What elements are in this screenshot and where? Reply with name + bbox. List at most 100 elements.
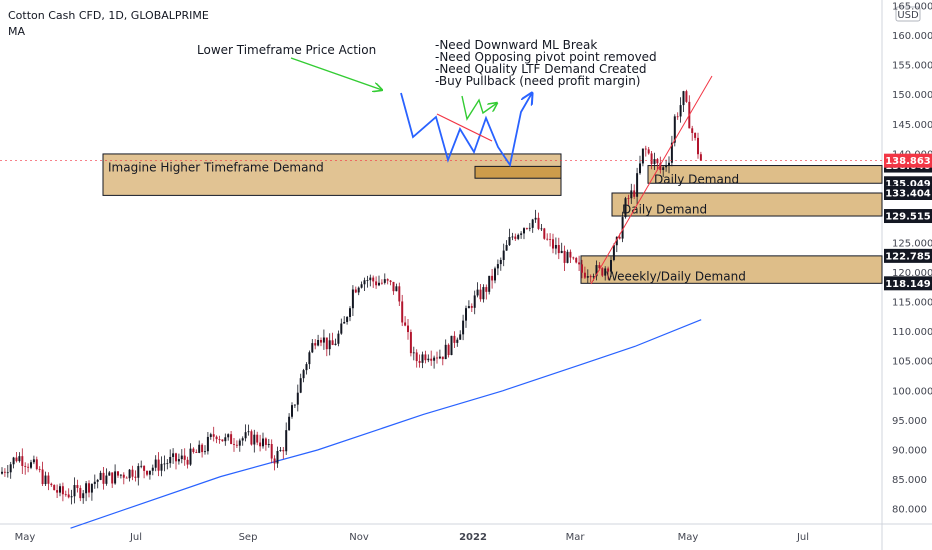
candle-body: [209, 434, 212, 437]
candle-body: [224, 437, 227, 442]
candle-body: [433, 357, 436, 361]
x-tick-label: May: [678, 532, 699, 543]
candle-body: [363, 280, 366, 285]
candle-body: [195, 452, 198, 453]
candle-body: [694, 132, 697, 138]
candle-body: [122, 474, 125, 478]
candle-body: [175, 453, 177, 462]
candle-body: [447, 344, 450, 356]
candle-body: [259, 442, 262, 447]
demand-zone[interactable]: [647, 165, 883, 184]
candle-body: [499, 259, 502, 265]
candle-body: [73, 485, 76, 497]
candle-body: [610, 260, 612, 272]
price-level-tag-bg: [884, 209, 932, 224]
candle-body: [337, 333, 340, 344]
candle-body: [470, 306, 473, 308]
candle-body: [325, 337, 328, 350]
candle-body: [618, 236, 621, 239]
candle-body: [415, 352, 418, 362]
candle-body: [459, 334, 462, 340]
candle-body: [6, 472, 9, 474]
candlestick-series: [1, 89, 702, 505]
demand-zone[interactable]: [611, 192, 883, 217]
candle-body: [172, 453, 175, 457]
candle-body: [441, 356, 444, 360]
candle-body: [177, 459, 180, 462]
candle-body: [572, 257, 575, 259]
candle-body: [636, 173, 639, 197]
candle-body: [160, 463, 163, 471]
candle-body: [96, 479, 99, 482]
candle-body: [482, 287, 485, 300]
candle-body: [473, 295, 476, 308]
candle-body: [27, 466, 30, 468]
candle-body: [398, 286, 401, 302]
candle-body: [676, 116, 679, 118]
candle-body: [9, 464, 12, 473]
candle-body: [99, 472, 102, 480]
candle-body: [67, 494, 70, 498]
candle-body: [253, 434, 256, 445]
current-price-tag-bg: [884, 153, 932, 168]
candle-body: [169, 456, 172, 464]
candle-body: [586, 276, 589, 278]
y-tick-label: 115.000: [892, 297, 932, 308]
y-tick-label: 155.000: [892, 61, 932, 72]
candle-body: [151, 467, 154, 471]
candle-body: [598, 265, 601, 269]
candle-body: [30, 462, 32, 468]
currency-badge-box[interactable]: [895, 6, 921, 22]
candle-body: [357, 287, 360, 293]
candle-body: [21, 456, 24, 466]
candle-body: [612, 245, 615, 261]
candle-body: [262, 438, 264, 447]
candle-body: [38, 469, 41, 470]
candle-body: [699, 154, 702, 161]
candle-body: [401, 301, 404, 323]
candle-body: [462, 320, 465, 335]
candle-body: [639, 163, 641, 174]
candle-body: [61, 486, 64, 495]
ltf-price-path: [400, 93, 532, 168]
candle-body: [494, 268, 496, 281]
price-level-tag-bg: [884, 248, 932, 263]
candle-body: [85, 483, 88, 494]
candle-body: [554, 245, 557, 249]
candle-body: [143, 465, 146, 471]
candle-body: [531, 219, 534, 228]
candle-body: [233, 443, 235, 445]
candle-body: [314, 343, 317, 346]
candle-body: [685, 91, 688, 102]
candle-body: [293, 404, 296, 406]
y-tick-label: 110.000: [892, 327, 932, 338]
candle-body: [624, 198, 627, 218]
x-tick-label: May: [15, 532, 36, 543]
current-price-tag: 138.863: [885, 156, 931, 167]
candle-body: [360, 284, 363, 288]
candle-body: [44, 475, 47, 485]
candle-body: [204, 451, 206, 453]
candle-body: [305, 364, 308, 371]
candle-body: [137, 466, 140, 478]
ltf-demand-box: [474, 165, 562, 179]
candle-body: [476, 289, 479, 296]
candle-body: [186, 459, 189, 465]
candle-body: [409, 332, 412, 354]
y-tick-label: 100.000: [892, 386, 932, 397]
candle-body: [546, 238, 549, 240]
candle-body: [50, 483, 53, 486]
candle-body: [282, 450, 285, 452]
price-level-tag: 135.049: [885, 179, 931, 190]
note-line: -Buy Pullback (need profit margin): [435, 74, 640, 88]
note-line: -Need Opposing pivot point removed: [435, 50, 657, 64]
note-line: -Need Downward ML Break: [435, 38, 597, 52]
demand-zone[interactable]: [580, 255, 883, 284]
candle-body: [146, 470, 148, 475]
candle-body: [343, 321, 346, 324]
x-tick-label: Sep: [239, 532, 258, 543]
candle-body: [35, 459, 38, 470]
y-tick-label: 145.000: [892, 120, 932, 131]
candle-body: [328, 340, 331, 350]
